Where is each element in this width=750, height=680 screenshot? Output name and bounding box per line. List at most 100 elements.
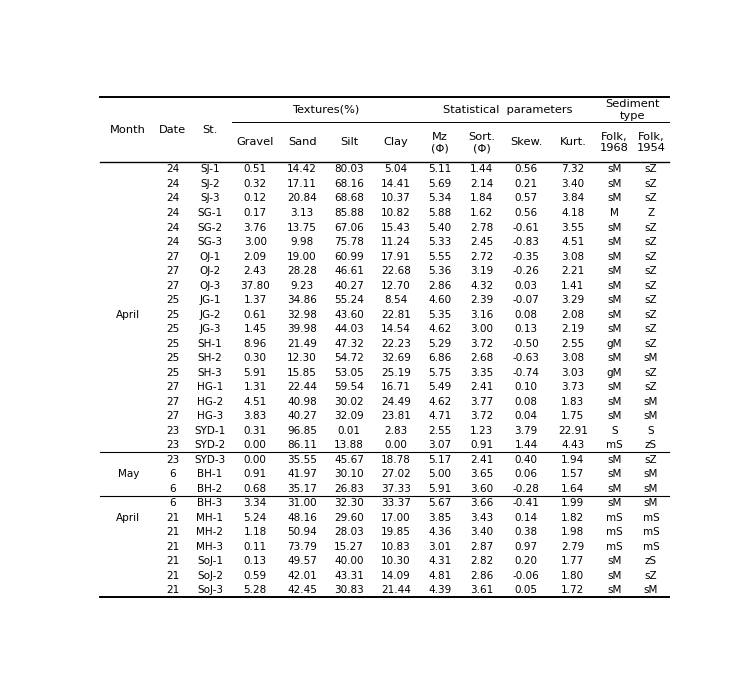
- Text: 25: 25: [166, 367, 179, 377]
- Text: 40.27: 40.27: [334, 281, 364, 290]
- Text: 1.80: 1.80: [561, 571, 584, 581]
- Text: 13.88: 13.88: [334, 440, 364, 450]
- Text: 14.42: 14.42: [287, 165, 317, 175]
- Text: 5.00: 5.00: [428, 469, 451, 479]
- Text: SYD-1: SYD-1: [194, 426, 226, 436]
- Text: 3.61: 3.61: [470, 585, 494, 595]
- Text: 1.75: 1.75: [561, 411, 584, 421]
- Text: 0.32: 0.32: [244, 179, 267, 189]
- Text: mS: mS: [643, 541, 659, 551]
- Text: 2.87: 2.87: [470, 541, 494, 551]
- Text: Kurt.: Kurt.: [560, 137, 586, 148]
- Text: Statistical  parameters: Statistical parameters: [443, 105, 572, 115]
- Text: Gravel: Gravel: [236, 137, 274, 148]
- Text: 1.72: 1.72: [561, 585, 584, 595]
- Text: sZ: sZ: [645, 367, 657, 377]
- Text: 0.17: 0.17: [244, 208, 267, 218]
- Text: S: S: [611, 426, 618, 436]
- Text: 28.03: 28.03: [334, 527, 364, 537]
- Text: 0.51: 0.51: [244, 165, 267, 175]
- Text: 0.57: 0.57: [514, 194, 538, 203]
- Text: 4.39: 4.39: [428, 585, 451, 595]
- Text: 3.43: 3.43: [470, 513, 494, 522]
- Text: 3.73: 3.73: [561, 382, 584, 392]
- Text: SoJ-1: SoJ-1: [197, 556, 223, 566]
- Text: 5.91: 5.91: [428, 483, 451, 494]
- Text: 5.29: 5.29: [428, 339, 451, 349]
- Text: 75.78: 75.78: [334, 237, 364, 247]
- Text: 4.62: 4.62: [428, 324, 451, 334]
- Text: sZ: sZ: [645, 194, 657, 203]
- Text: sZ: sZ: [645, 295, 657, 305]
- Text: Mz
(Φ): Mz (Φ): [431, 131, 449, 153]
- Text: sZ: sZ: [645, 252, 657, 262]
- Text: SJ-3: SJ-3: [200, 194, 220, 203]
- Text: 1.62: 1.62: [470, 208, 494, 218]
- Text: 21: 21: [166, 556, 179, 566]
- Text: sM: sM: [644, 483, 658, 494]
- Text: HG-1: HG-1: [196, 382, 223, 392]
- Text: 10.30: 10.30: [381, 556, 411, 566]
- Text: 3.55: 3.55: [561, 222, 584, 233]
- Text: 27: 27: [166, 266, 179, 276]
- Text: 12.30: 12.30: [287, 353, 317, 363]
- Text: 2.82: 2.82: [470, 556, 494, 566]
- Text: sM: sM: [608, 483, 622, 494]
- Text: -0.35: -0.35: [512, 252, 539, 262]
- Text: SH-1: SH-1: [197, 339, 222, 349]
- Text: SYD-3: SYD-3: [194, 454, 226, 464]
- Text: sM: sM: [608, 222, 622, 233]
- Text: 37.33: 37.33: [381, 483, 411, 494]
- Text: 3.13: 3.13: [290, 208, 314, 218]
- Text: sM: sM: [608, 324, 622, 334]
- Text: 21: 21: [166, 527, 179, 537]
- Text: 48.16: 48.16: [287, 513, 317, 522]
- Text: -0.50: -0.50: [513, 339, 539, 349]
- Text: 32.09: 32.09: [334, 411, 364, 421]
- Text: 5.24: 5.24: [244, 513, 267, 522]
- Text: 4.51: 4.51: [561, 237, 584, 247]
- Text: 22.91: 22.91: [558, 426, 588, 436]
- Text: sM: sM: [608, 585, 622, 595]
- Text: mS: mS: [606, 527, 623, 537]
- Text: 54.72: 54.72: [334, 353, 364, 363]
- Text: 21: 21: [166, 571, 179, 581]
- Text: 49.57: 49.57: [287, 556, 317, 566]
- Text: 2.08: 2.08: [561, 309, 584, 320]
- Text: 1.64: 1.64: [561, 483, 584, 494]
- Text: sM: sM: [608, 194, 622, 203]
- Text: 8.54: 8.54: [384, 295, 407, 305]
- Text: 4.36: 4.36: [428, 527, 451, 537]
- Text: -0.26: -0.26: [512, 266, 539, 276]
- Text: 1.37: 1.37: [244, 295, 267, 305]
- Text: sM: sM: [608, 382, 622, 392]
- Text: 24: 24: [166, 222, 179, 233]
- Text: SG-2: SG-2: [197, 222, 223, 233]
- Text: 37.80: 37.80: [240, 281, 270, 290]
- Text: May: May: [118, 469, 139, 479]
- Text: 2.41: 2.41: [470, 382, 494, 392]
- Text: 0.00: 0.00: [244, 454, 267, 464]
- Text: 0.01: 0.01: [338, 426, 361, 436]
- Text: 2.39: 2.39: [470, 295, 494, 305]
- Text: 35.17: 35.17: [287, 483, 317, 494]
- Text: 30.83: 30.83: [334, 585, 364, 595]
- Text: 2.72: 2.72: [470, 252, 494, 262]
- Text: 42.01: 42.01: [287, 571, 317, 581]
- Text: -0.41: -0.41: [512, 498, 539, 508]
- Text: 53.05: 53.05: [334, 367, 364, 377]
- Text: 80.03: 80.03: [334, 165, 364, 175]
- Text: 0.91: 0.91: [470, 440, 494, 450]
- Text: 5.35: 5.35: [428, 309, 451, 320]
- Text: 0.00: 0.00: [244, 440, 267, 450]
- Text: sZ: sZ: [645, 281, 657, 290]
- Text: 3.83: 3.83: [244, 411, 267, 421]
- Text: 5.36: 5.36: [428, 266, 451, 276]
- Text: sZ: sZ: [645, 266, 657, 276]
- Text: 3.01: 3.01: [428, 541, 451, 551]
- Text: 27: 27: [166, 382, 179, 392]
- Text: mS: mS: [606, 541, 623, 551]
- Text: sM: sM: [608, 295, 622, 305]
- Text: 23.81: 23.81: [381, 411, 411, 421]
- Text: 46.61: 46.61: [334, 266, 364, 276]
